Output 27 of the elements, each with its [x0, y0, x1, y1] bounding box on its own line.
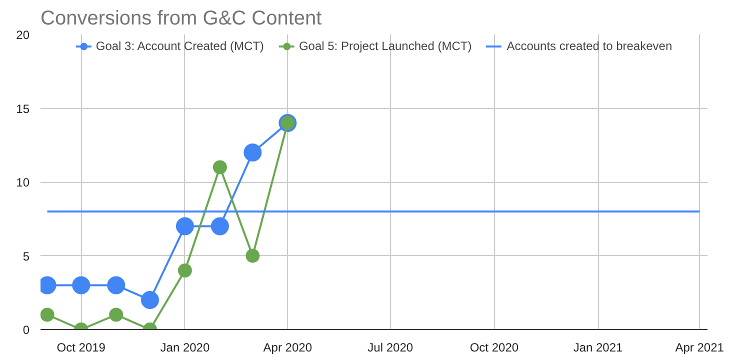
y-tick-label: 20 [16, 28, 30, 42]
point [246, 248, 260, 263]
point [72, 276, 90, 294]
point [178, 264, 192, 278]
legend-label: Accounts created to breakeven [506, 39, 672, 53]
x-tick-label: Apr 2021 [675, 340, 724, 354]
point [244, 144, 262, 162]
point [212, 160, 227, 174]
x-tick-label: Oct 2019 [56, 340, 106, 354]
x-tick-label: Jan 2021 [573, 340, 624, 354]
x-tick-label: Jan 2020 [160, 340, 210, 354]
point [40, 308, 54, 322]
x-tick-label: Jul 2020 [368, 340, 414, 354]
y-tick-label: 5 [22, 249, 30, 264]
x-tick-label: Apr 2020 [263, 340, 312, 354]
point [109, 308, 124, 322]
point [210, 217, 229, 236]
point [140, 291, 159, 309]
y-tick-label: 15 [16, 102, 30, 116]
x-tick-label: Oct 2020 [470, 340, 519, 354]
legend-label: Goal 5: Project Launched (MCT) [298, 39, 472, 53]
point [107, 276, 126, 294]
point [176, 217, 194, 236]
y-tick-label: 10 [16, 176, 30, 190]
chart-title: Conversions from G&C Content [40, 8, 322, 30]
legend-label: Goal 3: Account Created (MCT) [96, 39, 264, 53]
y-tick-label: 0 [22, 323, 30, 337]
